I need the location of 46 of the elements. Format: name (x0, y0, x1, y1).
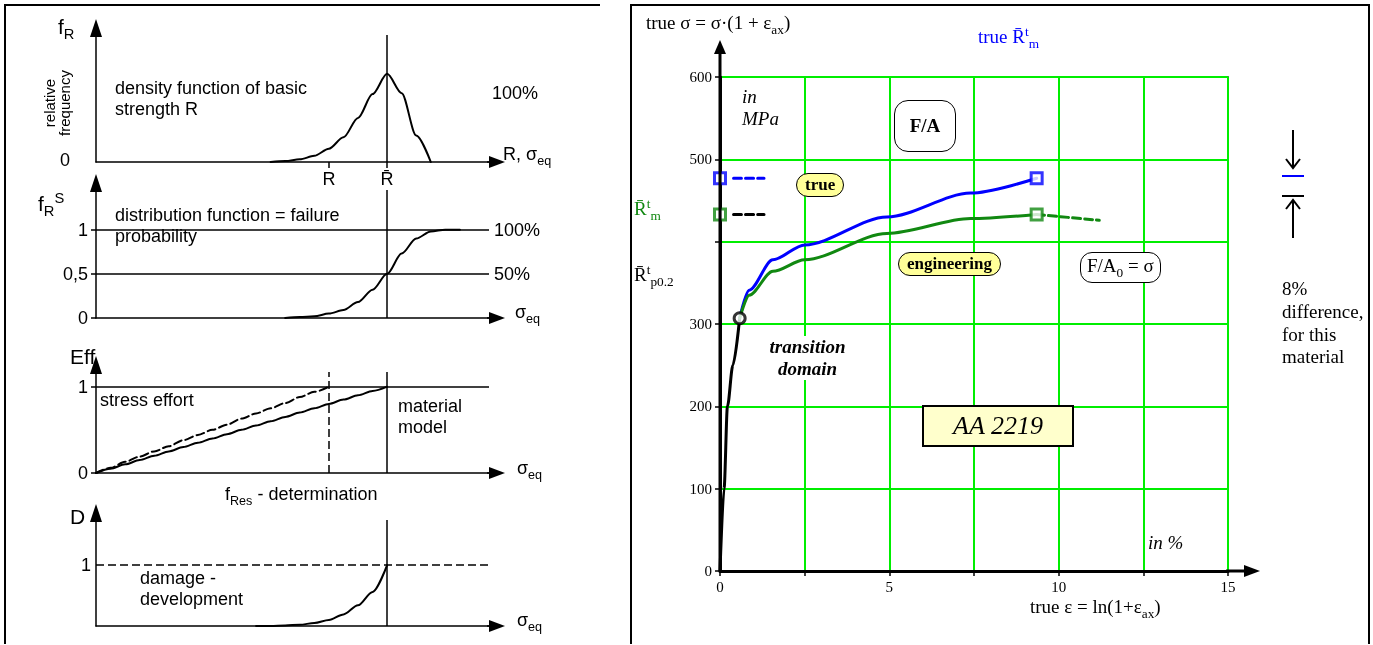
y-tick-label: 600 (689, 69, 712, 85)
annotation: F/A (894, 100, 956, 152)
y-axis-title: f$_{R}$ (58, 15, 75, 44)
y-tick-label: 100 (689, 480, 712, 497)
text: relative frequency (41, 70, 73, 136)
annotation: in MPa (742, 86, 780, 130)
y-tick-label: 200 (689, 398, 712, 415)
y-axis-title: D (70, 505, 86, 530)
y-tick-label: 0 (704, 563, 712, 579)
x-axis-title: R, σ$_{eq}$ (503, 144, 552, 169)
annotation: F/A$_{0}$ = σ (1080, 252, 1161, 284)
x-axis-title: σ$_{eq}$ (515, 302, 541, 327)
annotation: damage - development (140, 568, 245, 610)
text: f$_{Res}$ - determination (225, 484, 378, 509)
text: distribution function = failure probability (115, 205, 341, 247)
x-tick-label: R (322, 169, 336, 189)
annotation: AA 2219 (922, 405, 1074, 447)
annotation: transition domain (745, 336, 870, 380)
x-axis-title: σ$_{eq}$ (517, 610, 543, 635)
text: 0 (60, 150, 71, 171)
x-tick-label: 0 (716, 578, 724, 595)
y-tick-label: 0,5 (62, 263, 88, 284)
y-tick-label: 0 (77, 463, 88, 483)
ref-line-label: 100% (494, 219, 541, 240)
series-label: engineering (898, 252, 1001, 276)
x-axis-title: true ε = ln(1+ε$_{ax}$) (1030, 596, 1161, 622)
x-axis-title: σ$_{eq}$ (517, 458, 543, 483)
x-tick-label: 10 (1051, 578, 1067, 595)
y-axis-title: Eff (70, 345, 96, 370)
annotation: material model (398, 396, 464, 438)
text: density function of basic strength R (115, 78, 309, 120)
y-tick-label: 1 (77, 376, 88, 397)
text: 8% difference, for this material (1282, 278, 1365, 370)
x-tick-label: R̄ (380, 169, 394, 189)
annotation: stress effort (100, 390, 194, 411)
y-tick-label: 300 (689, 316, 712, 332)
ref-line-label: 50% (494, 263, 531, 284)
y-tick-label: 500 (689, 151, 712, 168)
text: true (796, 173, 845, 197)
x-tick-label: 15 (1220, 578, 1236, 595)
annotation: in % (1148, 532, 1184, 554)
y-tick-label: 0 (77, 308, 88, 328)
text: 100% (492, 83, 539, 104)
chart-title: true σ = σ·(1 + ε$_{ax}$) (646, 12, 791, 38)
y-tick-label: 1 (77, 219, 88, 240)
x-tick-label: 5 (885, 578, 894, 595)
